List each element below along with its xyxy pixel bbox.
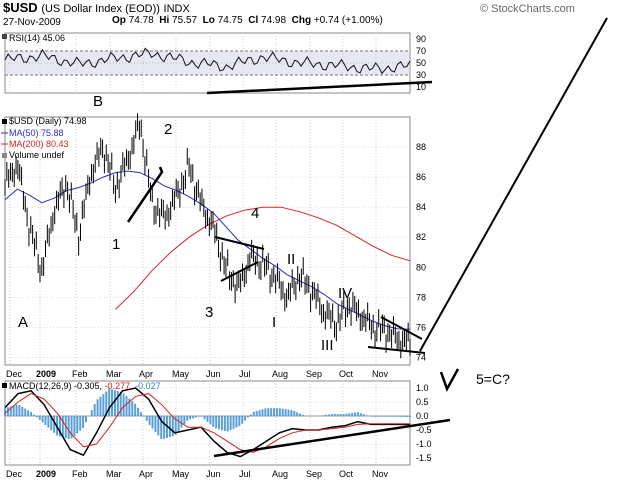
panel-frame-price (4, 116, 411, 366)
price-x-tick: Jul (239, 369, 251, 379)
wave-label: 1 (112, 236, 120, 253)
macd-x-tick: Jul (239, 469, 251, 479)
price-tick-label: 88 (416, 142, 426, 152)
price-tick-label: 80 (416, 262, 426, 272)
price-legend-usd: $USD (Daily) 74.98 (9, 116, 87, 126)
macd-tick-label: -1.5 (416, 453, 432, 463)
rsi-legend-icon (2, 34, 7, 39)
macd-x-tick: Mar (106, 469, 122, 479)
macd-histogram (4, 388, 411, 440)
macd-x-tick: 2009 (36, 469, 56, 479)
macd-x-tick: Feb (72, 469, 88, 479)
macd-tick-label: -1.0 (416, 439, 432, 449)
index-name: (US Dollar Index (EOD)) (41, 3, 160, 15)
brand: © StockCharts.com (480, 3, 575, 15)
price-x-tick: Jun (206, 369, 221, 379)
macd-x-tick: Apr (139, 469, 153, 479)
macd-legend: MACD(12,26,9) -0.305, -0.277, -0.027 (9, 381, 161, 391)
price-x-tick: 2009 (36, 369, 56, 379)
macd-x-tick: Nov (372, 469, 389, 479)
ma200-line (115, 206, 411, 310)
macd-tick-label: 1.0 (416, 383, 429, 393)
price-x-tick: Apr (139, 369, 153, 379)
wave-label: II (287, 251, 295, 268)
macd-trendline (213, 418, 451, 458)
price-legend-volume: Volume undef (9, 150, 65, 160)
macd-x-tick: Jun (206, 469, 221, 479)
ma50-line (4, 170, 411, 330)
wave-label: A (18, 314, 28, 331)
macd-x-tick: Oct (339, 469, 354, 479)
rsi-tick-label: 50 (416, 58, 426, 68)
macd-tick-label: 0.0 (416, 411, 429, 421)
macd-legend-icon (2, 383, 7, 388)
exchange: INDX (163, 3, 190, 15)
price-x-tick: Oct (339, 369, 354, 379)
price-x-tick: Feb (72, 369, 88, 379)
change-value: +0.74 (+1.00%) (313, 15, 383, 26)
price-legend-ma200: MA(200) 80.43 (9, 139, 69, 149)
close-value: 74.98 (261, 15, 287, 26)
low-value: 74.75 (217, 15, 243, 26)
high-value: 75.57 (172, 15, 198, 26)
macd-x-tick: Aug (272, 469, 288, 479)
wave-label: I (272, 314, 276, 331)
wave-label: 2 (164, 121, 172, 138)
macd-x-tick: May (172, 469, 190, 479)
triangle-top-line (214, 236, 265, 250)
macd-line (4, 387, 411, 458)
macd-x-tick: Sep (306, 469, 322, 479)
price-x-tick: May (172, 369, 190, 379)
wave-label: III (321, 337, 334, 354)
price-tick-label: 84 (416, 202, 426, 212)
price-tick-label: 76 (416, 322, 426, 332)
price-x-tick: Sep (306, 369, 322, 379)
signal-line (4, 393, 410, 453)
annotation-letter: B (93, 93, 103, 110)
rsi-tick-label: 90 (416, 34, 426, 44)
rsi-trendline (206, 80, 433, 95)
panel-frame-macd (4, 380, 411, 466)
wave-2-line (126, 166, 164, 223)
price-tick-label: 78 (416, 292, 426, 302)
price-tick-label: 86 (416, 172, 426, 182)
rsi-band (5, 51, 410, 75)
macd-tick-label: -0.5 (416, 425, 432, 435)
rsi-tick-label: 70 (416, 46, 426, 56)
symbol: $USD (3, 0, 38, 15)
price-tick-label: 74 (416, 352, 426, 362)
legend-icon-usd (2, 119, 7, 124)
rsi-tick-label: 10 (416, 82, 426, 92)
macd-x-tick: Dec (6, 469, 23, 479)
wave-label: 3 (205, 304, 213, 321)
wave-label: IV (338, 285, 352, 302)
open-value: 74.78 (128, 15, 154, 26)
price-bars (4, 113, 411, 359)
projection-line (419, 17, 608, 352)
price-x-tick: Dec (6, 369, 23, 379)
triangle-bottom-line (220, 261, 259, 282)
price-tick-label: 82 (416, 232, 426, 242)
right-label: 5=C? (476, 371, 510, 387)
date: 27-Nov-2009 (3, 17, 61, 28)
price-x-tick: Nov (372, 369, 389, 379)
v-check-mark (439, 368, 460, 393)
wedge-top-line (380, 316, 423, 340)
macd-tick-label: 0.5 (416, 397, 429, 407)
wedge-bottom-line (367, 346, 426, 354)
chart-title: $USD (US Dollar Index (EOD)) INDX (3, 0, 190, 15)
price-x-tick: Aug (272, 369, 288, 379)
legend-icon-volume (2, 153, 7, 158)
price-x-tick: Mar (106, 369, 122, 379)
rsi-legend: RSI(14) 45.06 (9, 33, 65, 43)
ohlc-readout: Op 74.78 Hi 75.57 Lo 74.75 Cl 74.98 Chg … (112, 15, 383, 26)
rsi-line (4, 47, 411, 75)
wave-label: 4 (251, 205, 259, 222)
rsi-tick-label: 30 (416, 70, 426, 80)
price-legend-ma50: MA(50) 75.88 (9, 128, 64, 138)
